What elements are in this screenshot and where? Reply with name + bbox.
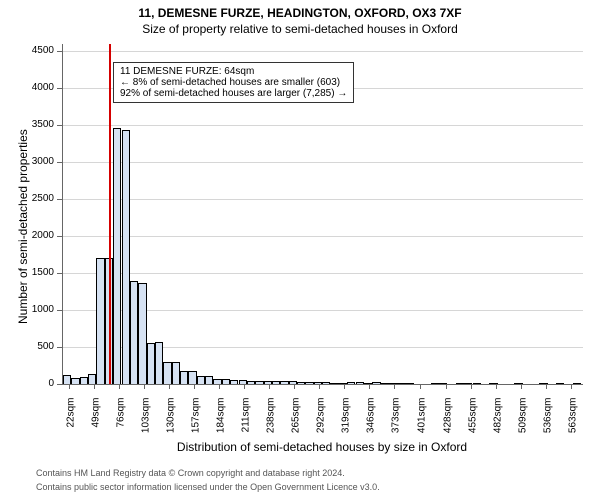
y-tick-label: 1000 xyxy=(22,304,54,315)
histogram-bar xyxy=(247,381,255,384)
histogram-bar xyxy=(113,128,121,384)
histogram-bar xyxy=(381,383,389,384)
histogram-bar xyxy=(322,382,330,384)
histogram-bar xyxy=(80,377,88,384)
histogram-bar xyxy=(289,381,297,384)
chart-container: 11, DEMESNE FURZE, HEADINGTON, OXFORD, O… xyxy=(0,0,600,500)
histogram-bar xyxy=(122,130,130,384)
reference-line xyxy=(109,44,111,384)
y-tick-label: 1500 xyxy=(22,267,54,278)
plot-area: 11 DEMESNE FURZE: 64sqm ← 8% of semi-det… xyxy=(62,44,583,385)
x-tick-label: 238sqm xyxy=(266,398,277,448)
x-tick-label: 509sqm xyxy=(517,398,528,448)
y-tick-label: 2000 xyxy=(22,230,54,241)
histogram-bar xyxy=(305,382,313,384)
histogram-bar xyxy=(172,362,180,384)
y-tick-label: 500 xyxy=(22,341,54,352)
histogram-bar xyxy=(197,376,205,384)
x-tick-label: 373sqm xyxy=(391,398,402,448)
x-tick-label: 428sqm xyxy=(442,398,453,448)
histogram-bar xyxy=(406,383,414,384)
x-tick-label: 157sqm xyxy=(190,398,201,448)
histogram-bar xyxy=(347,382,355,384)
x-tick-label: 130sqm xyxy=(165,398,176,448)
histogram-bar xyxy=(230,380,238,384)
histogram-bar xyxy=(205,376,213,384)
histogram-bar xyxy=(356,382,364,384)
x-tick-label: 455sqm xyxy=(467,398,478,448)
histogram-bar xyxy=(330,383,338,384)
histogram-bar xyxy=(473,383,481,384)
y-tick-label: 4500 xyxy=(22,45,54,56)
annotation-line-1: 11 DEMESNE FURZE: 64sqm xyxy=(120,66,347,77)
histogram-bar xyxy=(222,379,230,384)
histogram-bar xyxy=(573,383,581,384)
histogram-bar xyxy=(280,381,288,384)
y-tick-label: 0 xyxy=(22,378,54,389)
annotation-line-2: ← 8% of semi-detached houses are smaller… xyxy=(120,77,347,88)
x-tick-label: 211sqm xyxy=(241,398,252,448)
x-tick-label: 536sqm xyxy=(542,398,553,448)
histogram-bar xyxy=(71,378,79,384)
histogram-bar xyxy=(397,383,405,384)
footer-line-2: Contains public sector information licen… xyxy=(36,482,380,492)
histogram-bar xyxy=(456,383,464,384)
histogram-bar xyxy=(372,382,380,384)
y-tick-label: 3000 xyxy=(22,156,54,167)
histogram-bar xyxy=(88,374,96,384)
histogram-bar xyxy=(264,381,272,384)
histogram-bar xyxy=(180,371,188,384)
histogram-bar xyxy=(163,362,171,384)
x-tick-label: 563sqm xyxy=(567,398,578,448)
histogram-bar xyxy=(96,258,104,384)
x-tick-label: 49sqm xyxy=(90,398,101,448)
histogram-bar xyxy=(556,383,564,384)
chart-title-line2: Size of property relative to semi-detach… xyxy=(0,22,600,36)
x-tick-label: 22sqm xyxy=(65,398,76,448)
x-tick-label: 401sqm xyxy=(417,398,428,448)
y-tick-label: 3500 xyxy=(22,119,54,130)
histogram-bar xyxy=(147,343,155,384)
histogram-bar xyxy=(130,281,138,384)
y-tick-label: 4000 xyxy=(22,82,54,93)
annotation-box: 11 DEMESNE FURZE: 64sqm ← 8% of semi-det… xyxy=(113,62,354,103)
histogram-bar xyxy=(339,383,347,384)
footer-line-1: Contains HM Land Registry data © Crown c… xyxy=(36,468,345,478)
histogram-bar xyxy=(155,342,163,384)
y-tick-label: 2500 xyxy=(22,193,54,204)
x-tick-label: 346sqm xyxy=(366,398,377,448)
histogram-bar xyxy=(314,382,322,384)
histogram-bar xyxy=(239,380,247,384)
histogram-bar xyxy=(255,381,263,384)
x-tick-label: 292sqm xyxy=(316,398,327,448)
x-tick-label: 482sqm xyxy=(492,398,503,448)
chart-title-line1: 11, DEMESNE FURZE, HEADINGTON, OXFORD, O… xyxy=(0,6,600,20)
histogram-bar xyxy=(389,383,397,384)
x-tick-label: 103sqm xyxy=(140,398,151,448)
histogram-bar xyxy=(431,383,439,384)
histogram-bar xyxy=(188,371,196,384)
x-tick-label: 265sqm xyxy=(291,398,302,448)
histogram-bar xyxy=(364,383,372,384)
histogram-bar xyxy=(272,381,280,384)
annotation-line-3: 92% of semi-detached houses are larger (… xyxy=(120,88,347,99)
x-tick-label: 76sqm xyxy=(115,398,126,448)
histogram-bar xyxy=(297,382,305,384)
x-tick-label: 319sqm xyxy=(341,398,352,448)
histogram-bar xyxy=(138,283,146,384)
histogram-bar xyxy=(63,375,71,384)
x-tick-label: 184sqm xyxy=(215,398,226,448)
histogram-bar xyxy=(213,379,221,384)
